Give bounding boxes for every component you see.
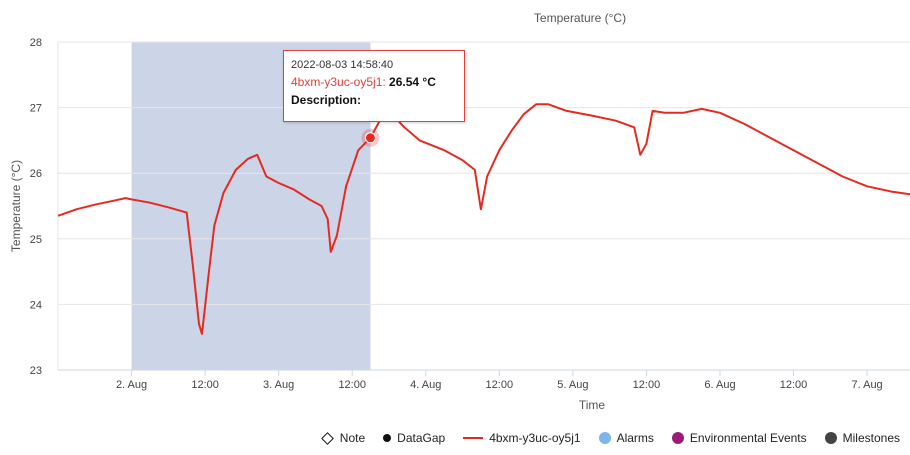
x-tick-label: 3. Aug	[263, 379, 294, 391]
x-tick-label: 12:00	[633, 379, 661, 391]
legend-label: Milestones	[842, 431, 900, 445]
dot-icon	[383, 434, 392, 442]
x-tick-label: 2. Aug	[116, 379, 147, 391]
circle-icon	[824, 432, 837, 444]
legend-item-alarms[interactable]: Alarms	[598, 431, 654, 445]
legend-item-note[interactable]: Note	[320, 431, 366, 445]
tooltip-value-row: 4bxm-y3uc-oy5j1: 26.54 °C	[291, 75, 457, 89]
line-icon	[463, 437, 484, 439]
x-tick-label: 12:00	[486, 379, 514, 391]
chart-title: Temperature (°C)	[534, 11, 626, 25]
data-tooltip: 2022-08-03 14:58:40 4bxm-y3uc-oy5j1: 26.…	[283, 50, 465, 122]
legend-item-datagap[interactable]: DataGap	[383, 431, 445, 445]
x-tick-label: 5. Aug	[557, 379, 588, 391]
legend-label: Note	[339, 431, 366, 445]
x-tick-label: 7. Aug	[851, 379, 882, 391]
tooltip-series-name: 4bxm-y3uc-oy5j1	[291, 75, 383, 89]
legend-label: Alarms	[616, 431, 654, 445]
y-tick-label: 26	[30, 168, 42, 180]
x-tick-label: 6. Aug	[704, 379, 735, 391]
legend-item-series[interactable]: 4bxm-y3uc-oy5j1	[463, 431, 581, 445]
legend-item-environmental-events[interactable]: Environmental Events	[671, 431, 807, 445]
legend-label: Environmental Events	[689, 431, 807, 445]
tooltip-timestamp: 2022-08-03 14:58:40	[291, 59, 394, 71]
y-tick-label: 28	[30, 37, 42, 49]
tooltip-value: 26.54 °C	[389, 75, 436, 89]
highlight-point	[364, 132, 376, 144]
legend-label: 4bxm-y3uc-oy5j1	[489, 431, 581, 445]
y-axis-title: Temperature (°C)	[9, 160, 23, 252]
circle-icon	[598, 432, 611, 444]
x-axis-title: Time	[579, 398, 606, 412]
x-tick-label: 12:00	[191, 379, 219, 391]
y-tick-label: 25	[30, 234, 42, 246]
legend-label: DataGap	[397, 431, 446, 445]
x-tick-label: 12:00	[780, 379, 808, 391]
tooltip-separator: :	[382, 75, 390, 89]
x-tick-label: 12:00	[338, 379, 366, 391]
y-tick-label: 24	[30, 299, 42, 311]
y-tick-label: 27	[30, 103, 42, 115]
legend-item-milestones[interactable]: Milestones	[824, 431, 900, 445]
chart-legend: Note DataGap 4bxm-y3uc-oy5j1 Alarms Envi…	[320, 431, 900, 445]
x-tick-label: 4. Aug	[410, 379, 441, 391]
diamond-icon	[320, 431, 334, 445]
circle-icon	[671, 432, 684, 444]
tooltip-description: Description:	[291, 93, 362, 107]
y-tick-label: 23	[30, 365, 42, 377]
